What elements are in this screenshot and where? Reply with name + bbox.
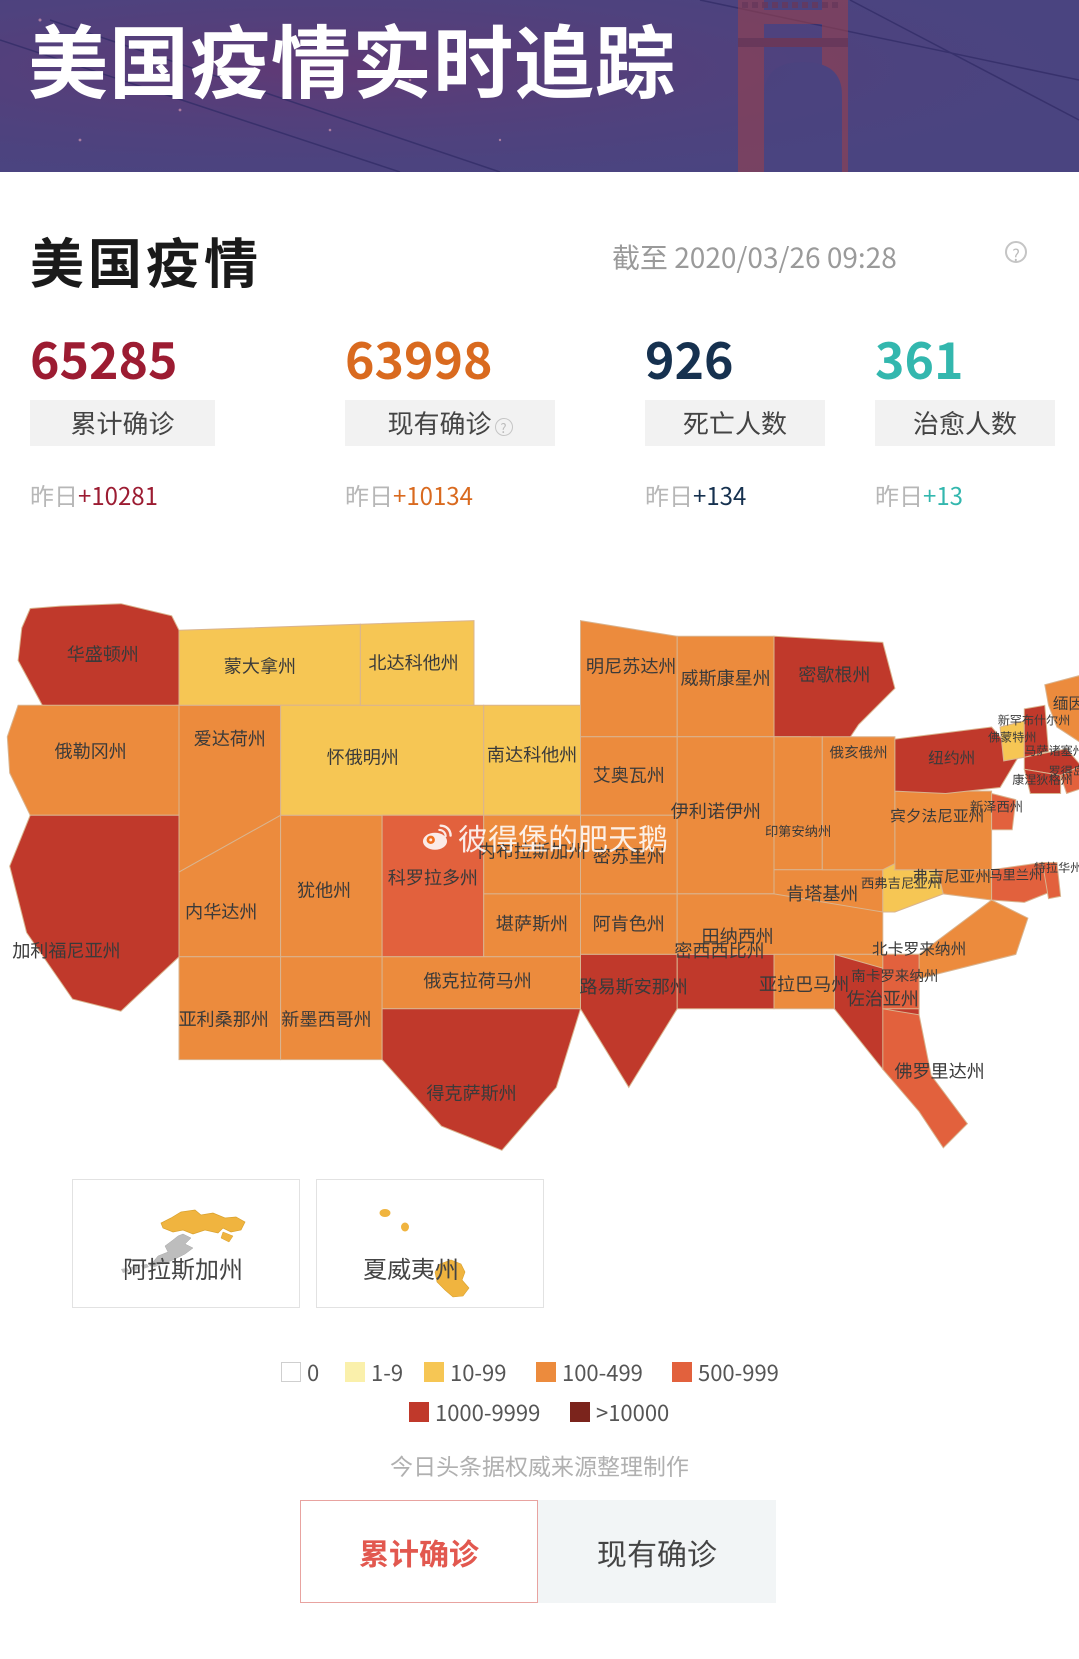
svg-text:俄亥俄州: 俄亥俄州 bbox=[830, 741, 888, 762]
svg-text:犹他州: 犹他州 bbox=[297, 876, 351, 902]
svg-text:堪萨斯州: 堪萨斯州 bbox=[496, 910, 568, 936]
svg-text:罗得岛州: 罗得岛州 bbox=[1049, 762, 1079, 779]
svg-text:明尼苏达州: 明尼苏达州 bbox=[586, 653, 676, 679]
svg-text:密歇根州: 密歇根州 bbox=[798, 661, 870, 687]
svg-text:内华达州: 内华达州 bbox=[185, 898, 257, 924]
svg-text:新墨西哥州: 新墨西哥州 bbox=[281, 1006, 371, 1032]
svg-text:伊利诺伊州: 伊利诺伊州 bbox=[671, 798, 761, 824]
svg-text:俄勒冈州: 俄勒冈州 bbox=[55, 737, 127, 763]
svg-text:艾奥瓦州: 艾奥瓦州 bbox=[593, 761, 665, 787]
svg-text:新泽西州: 新泽西州 bbox=[970, 797, 1023, 816]
svg-text:新罕布什尔州: 新罕布什尔州 bbox=[998, 712, 1071, 729]
svg-text:北达科他州: 北达科他州 bbox=[368, 649, 458, 675]
svg-text:弗吉尼亚州: 弗吉尼亚州 bbox=[912, 864, 990, 887]
svg-text:加利福尼亚州: 加利福尼亚州 bbox=[12, 937, 121, 963]
svg-text:爱达荷州: 爱达荷州 bbox=[194, 725, 266, 751]
svg-text:特拉华州: 特拉华州 bbox=[1034, 859, 1079, 876]
svg-text:阿肯色州: 阿肯色州 bbox=[593, 910, 665, 936]
svg-text:华盛顿州: 华盛顿州 bbox=[67, 641, 139, 667]
svg-text:威斯康星州: 威斯康星州 bbox=[680, 665, 770, 691]
svg-text:亚利桑那州: 亚利桑那州 bbox=[178, 1006, 268, 1032]
svg-text:肯塔基州: 肯塔基州 bbox=[786, 880, 858, 906]
svg-text:蒙大拿州: 蒙大拿州 bbox=[224, 653, 296, 679]
svg-text:亚拉巴马州: 亚拉巴马州 bbox=[759, 971, 849, 997]
svg-text:俄克拉荷马州: 俄克拉荷马州 bbox=[423, 967, 532, 993]
svg-text:佛罗里达州: 佛罗里达州 bbox=[894, 1058, 984, 1084]
svg-text:缅因州: 缅因州 bbox=[1053, 691, 1079, 714]
svg-text:田纳西州: 田纳西州 bbox=[702, 922, 774, 948]
svg-text:得克萨斯州: 得克萨斯州 bbox=[426, 1080, 516, 1106]
svg-text:马萨诸塞州: 马萨诸塞州 bbox=[1024, 742, 1079, 759]
svg-text:纽约州: 纽约州 bbox=[928, 745, 975, 768]
svg-text:北卡罗来纳州: 北卡罗来纳州 bbox=[872, 936, 966, 959]
svg-text:路易斯安那州: 路易斯安那州 bbox=[579, 973, 688, 999]
svg-text:怀俄明州: 怀俄明州 bbox=[327, 743, 399, 769]
svg-text:佐治亚州: 佐治亚州 bbox=[847, 985, 919, 1011]
svg-text:科罗拉多州: 科罗拉多州 bbox=[388, 864, 478, 890]
svg-text:南达科他州: 南达科他州 bbox=[487, 741, 577, 767]
svg-text:印第安纳州: 印第安纳州 bbox=[765, 821, 831, 840]
svg-text:南卡罗来纳州: 南卡罗来纳州 bbox=[851, 965, 938, 986]
